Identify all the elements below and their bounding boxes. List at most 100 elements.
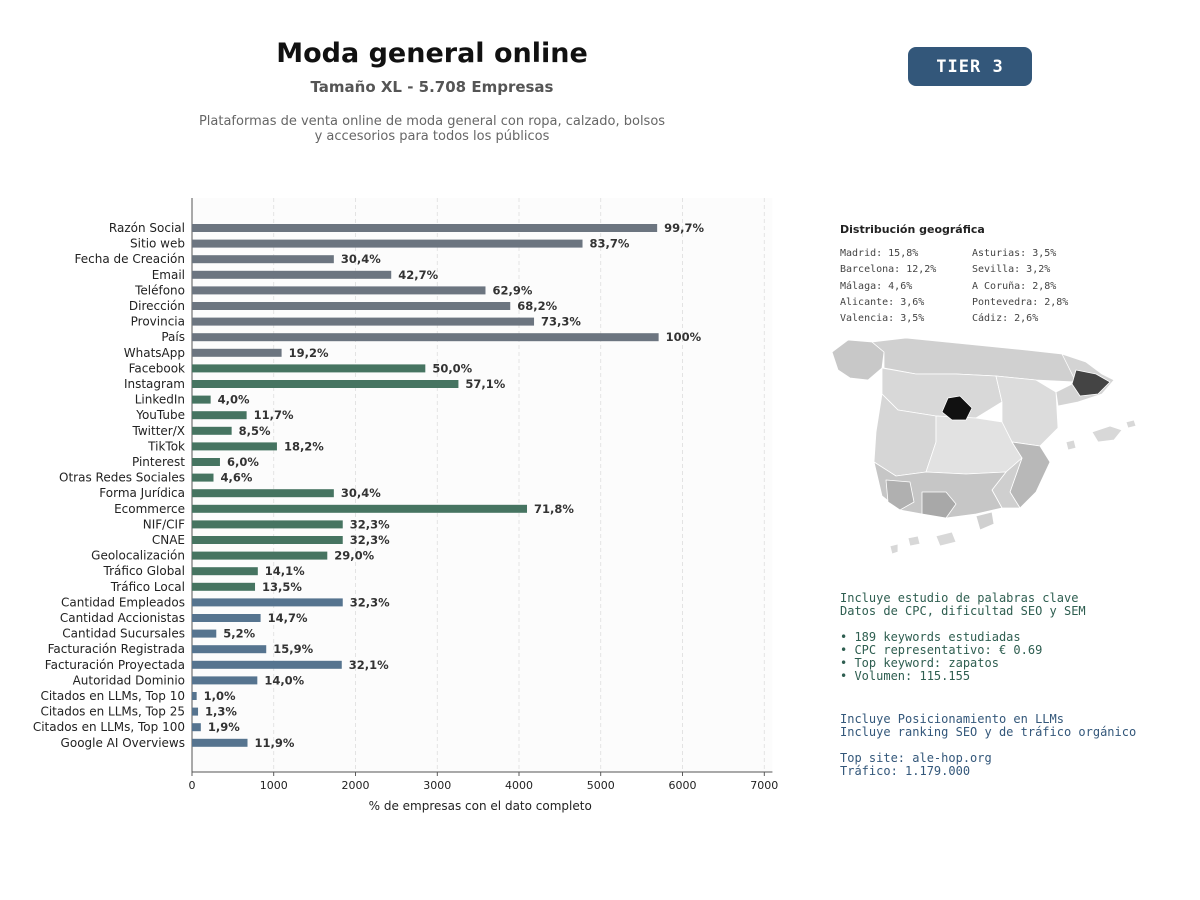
chart-title: Moda general online: [276, 38, 588, 69]
top-site: Top site: ale-hop.org: [840, 751, 992, 765]
keywords-panel: Incluye estudio de palabras clave Datos …: [840, 592, 1180, 683]
category-label: NIF/CIF: [143, 517, 185, 531]
x-tick-label: 6000: [669, 779, 697, 792]
category-label: Citados en LLMs, Top 25: [40, 705, 185, 719]
geo-item: Málaga: 4,6%: [840, 280, 913, 292]
geo-item: Sevilla: 3,2%: [972, 264, 1051, 276]
category-label: Cantidad Accionistas: [60, 611, 185, 625]
data-label: 83,7%: [590, 237, 630, 251]
geo-title: Distribución geográfica: [840, 223, 985, 236]
category-label: Citados en LLMs, Top 10: [40, 689, 185, 703]
category-label: Facturación Proyectada: [45, 658, 185, 672]
category-label: Email: [152, 268, 185, 282]
data-label: 19,2%: [289, 346, 329, 360]
category-label: Citados en LLMs, Top 100: [33, 720, 185, 734]
map-region-malaga: [921, 491, 957, 519]
data-label: 32,3%: [350, 595, 390, 609]
bar: [192, 489, 334, 498]
map-region-balearic: [1091, 425, 1123, 443]
data-label: 11,9%: [255, 736, 295, 750]
category-label: Tráfico Local: [110, 580, 185, 594]
bar: [192, 333, 659, 342]
map-region-madrid: [941, 395, 973, 421]
map-region-ibiza: [1065, 439, 1077, 451]
geo-item: Asturias: 3,5%: [972, 248, 1057, 259]
bar: [192, 364, 426, 373]
data-label: 50,0%: [432, 361, 472, 375]
data-label: 99,7%: [664, 221, 704, 235]
data-label: 32,3%: [350, 517, 390, 531]
bar: [192, 629, 217, 638]
data-label: 6,0%: [227, 455, 259, 469]
bar-chart: 0 1000 2000 3000 4000 5000 6000 7000 Razón Socia…: [33, 198, 778, 813]
llm-panel: Incluye Posicionamiento en LLMs Incluye …: [840, 713, 1180, 778]
data-label: 14,0%: [264, 673, 304, 687]
chart-subtitle: Tamaño XL - 5.708 Empresas: [310, 78, 554, 96]
data-label: 42,7%: [398, 268, 438, 282]
bar: [192, 302, 511, 310]
category-label: Fecha de Creación: [75, 252, 185, 266]
category-label: Twitter/X: [132, 424, 185, 438]
bar: [192, 582, 256, 591]
geo-item: Madrid: 15,8%: [840, 248, 919, 259]
category-label: Facturación Registrada: [48, 642, 185, 656]
x-tick-label: 0: [189, 779, 196, 792]
llm-line: Incluye Posicionamiento en LLMs: [840, 712, 1064, 726]
description-line: y accesorios para todos los públicos: [314, 129, 550, 144]
x-tick-label: 2000: [342, 779, 370, 792]
x-tick-label: 1000: [260, 779, 288, 792]
category-label: Pinterest: [132, 455, 185, 469]
category-label: Cantidad Sucursales: [62, 627, 185, 641]
geo-item: Cádiz: 2,6%: [972, 313, 1039, 325]
data-label: 15,9%: [273, 642, 313, 656]
bar: [192, 738, 248, 747]
tier-badge: TIER 3: [908, 47, 1032, 86]
bar: [192, 473, 214, 482]
category-label: Facebook: [129, 361, 185, 375]
keywords-bullet: • CPC representativo: € 0.69: [840, 643, 1043, 657]
category-label: Otras Redes Sociales: [59, 471, 185, 485]
data-label: 68,2%: [517, 299, 557, 313]
map-region-sevilla-cadiz: [885, 479, 915, 511]
x-tick-label: 5000: [587, 779, 615, 792]
bar: [192, 255, 334, 264]
data-label: 29,0%: [334, 549, 374, 563]
map-region-canarias-mid: [935, 531, 957, 547]
geo-list: Madrid: 15,8% Asturias: 3,5% Barcelona: …: [840, 246, 1100, 327]
bar: [192, 380, 459, 388]
geo-item: A Coruña: 2,8%: [972, 280, 1057, 292]
category-label: CNAE: [152, 533, 185, 547]
category-label: Provincia: [131, 315, 185, 329]
geo-item: Pontevedra: 2,8%: [972, 296, 1069, 308]
bar: [192, 239, 583, 248]
data-label: 18,2%: [284, 439, 324, 453]
bar: [192, 707, 199, 716]
bar: [192, 614, 261, 622]
data-label: 4,0%: [218, 393, 250, 407]
description-line: Plataformas de venta online de moda gene…: [198, 114, 666, 129]
data-label: 14,1%: [265, 564, 305, 578]
bar: [192, 660, 342, 669]
geo-item: Alicante: 3,6%: [840, 296, 925, 308]
keywords-bullet: • Volumen: 115.155: [840, 669, 971, 683]
bar: [192, 395, 211, 404]
data-label: 32,1%: [349, 658, 389, 672]
category-label: Autoridad Dominio: [73, 673, 185, 687]
bar: [192, 520, 343, 529]
keywords-bullet: • 189 keywords estudiadas: [840, 630, 1021, 644]
bar: [192, 567, 258, 576]
map-region-balearic-small: [1125, 419, 1137, 429]
keywords-bullet: • Top keyword: zapatos: [840, 656, 999, 670]
llm-line: Incluye ranking SEO y de tráfico orgánic…: [840, 725, 1137, 739]
category-label: Cantidad Empleados: [61, 595, 185, 609]
bar: [192, 723, 201, 732]
data-label: 1,9%: [208, 720, 240, 734]
map-region-canarias-west: [907, 535, 921, 547]
bar: [192, 551, 328, 560]
bar: [192, 348, 282, 357]
data-label: 5,2%: [223, 627, 255, 641]
geo-item: Barcelona: 12,2%: [840, 264, 937, 276]
category-label: YouTube: [135, 408, 185, 422]
x-tick-label: 7000: [750, 779, 778, 792]
category-label: Forma Jurídica: [99, 486, 185, 500]
